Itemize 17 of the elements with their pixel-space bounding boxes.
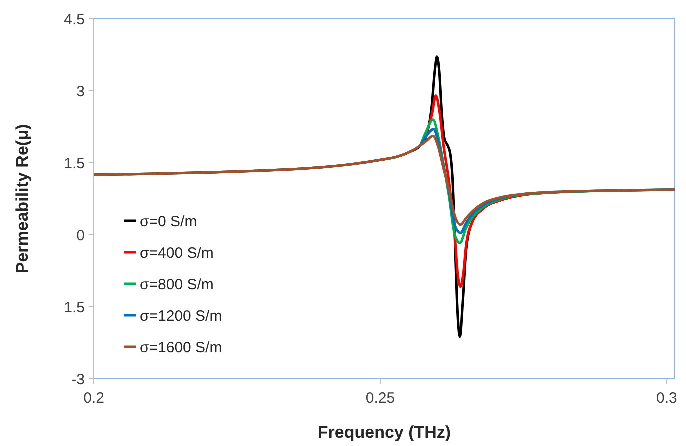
y-tick-label: -3	[72, 371, 85, 388]
y-tick-label: 4.5	[64, 11, 85, 28]
legend-label: σ=0 S/m	[140, 213, 198, 230]
x-tick-label: 0.25	[366, 390, 396, 407]
line-series	[92, 134, 676, 226]
legend-label: σ=1600 S/m	[140, 339, 222, 356]
x-axis-title: Frequency (THz)	[318, 423, 452, 442]
y-tick-label: 1.5	[64, 155, 85, 172]
legend-label: σ=400 S/m	[140, 244, 214, 262]
legend-label: σ=1200 S/m	[140, 308, 222, 325]
x-tick-label: 0.3	[656, 390, 678, 407]
y-tick-label: 3	[76, 83, 85, 100]
y-tick-label: 1.5	[64, 299, 85, 316]
y-tick-label: 0	[76, 227, 85, 244]
x-tick-label: 0.2	[84, 390, 104, 407]
y-axis-title: Permeability Re(μ)	[13, 124, 32, 274]
legend-label: σ=800 S/m	[140, 276, 214, 294]
